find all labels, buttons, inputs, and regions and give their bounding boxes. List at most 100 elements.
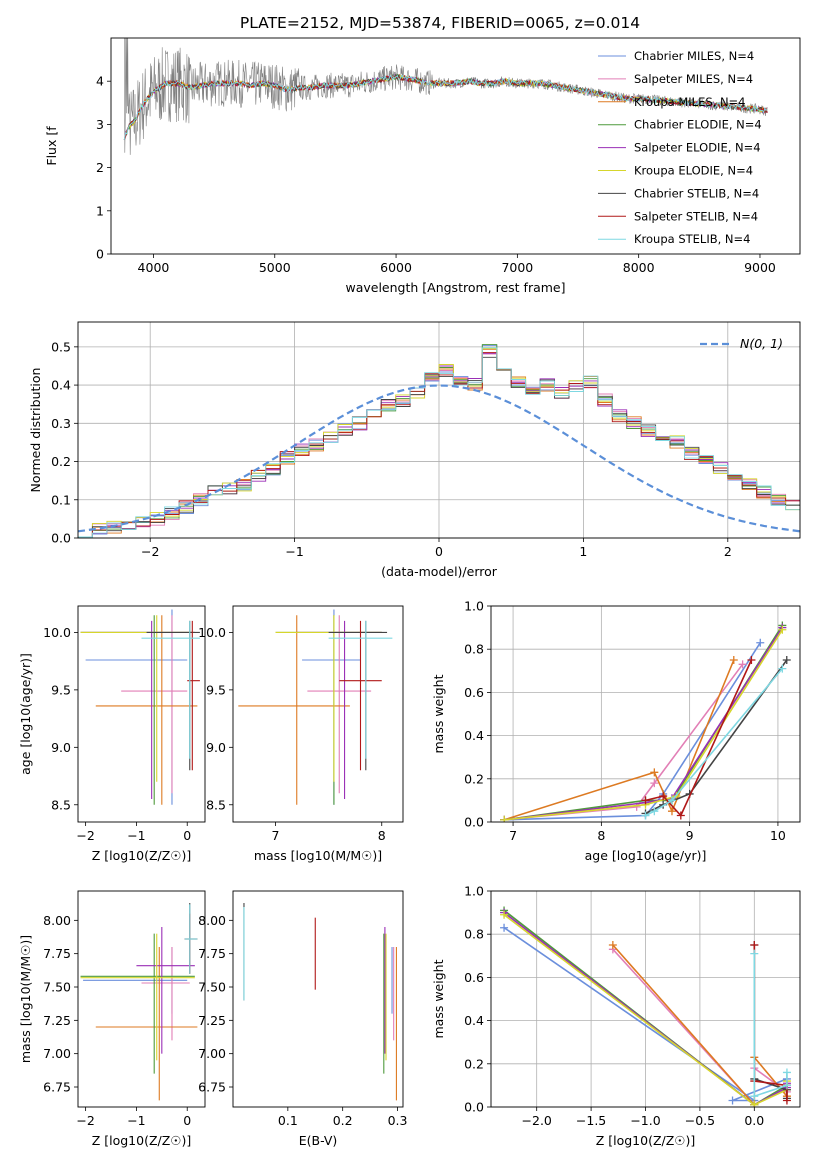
weight-marker [750, 1100, 759, 1107]
y-tick-label: 0.2 [464, 771, 484, 786]
weight-marker [650, 807, 659, 816]
y-axis-label: mass [log10(M/M☉)] [18, 935, 33, 1063]
weight-line [753, 953, 788, 1098]
x-tick-label: 7 [509, 828, 517, 843]
weight-marker [500, 815, 509, 822]
x-tick-label: 7000 [501, 260, 533, 275]
weight-marker [747, 656, 756, 664]
legend-label: N(0, 1) [740, 336, 783, 351]
y-tick-label: 0.0 [464, 815, 484, 830]
axes-frame [77, 321, 801, 539]
y-tick-label: 1.0 [464, 884, 484, 899]
legend-label: Kroupa MILES, N=4 [634, 95, 746, 109]
weight-marker [728, 1096, 737, 1105]
weight-vs-z-plot-area [500, 906, 791, 1107]
axes-frame [110, 37, 801, 255]
panels: 4000 5000 6000 7000 8000 900001234wavelength … [18, 37, 801, 1148]
y-axis-label: age [log10(age/yr)] [18, 653, 33, 775]
weight-marker [641, 796, 650, 805]
legend-label: Salpeter STELIB, N=4 [634, 209, 758, 223]
y-axis-label: mass weight [431, 674, 446, 753]
y-tick-label: 0.4 [464, 728, 484, 743]
y-tick-label: 3 [96, 117, 104, 132]
legend-label: Chabrier MILES, N=4 [634, 49, 754, 63]
weight-line [503, 659, 735, 821]
x-axis-label: mass [log10(M/M☉)] [254, 848, 382, 863]
y-axis-label: mass weight [431, 959, 446, 1038]
x-tick-label: 1 [579, 544, 587, 559]
legend-label: Salpeter ELODIE, N=4 [634, 141, 761, 155]
y-tick-label: 6.75 [43, 1080, 71, 1095]
y-tick-label: 7.75 [43, 946, 71, 961]
y-tick-label: 0.8 [464, 927, 484, 942]
x-tick-label: 5000 [259, 260, 291, 275]
y-tick-label: 4 [96, 74, 104, 89]
x-tick-label: −1.0 [630, 1113, 660, 1128]
x-tick-label: 8000 [623, 260, 655, 275]
spectrum-panel: 4000 5000 6000 7000 8000 9000 0 1 2 3 4 wavelength … [44, 37, 801, 295]
y-tick-label: 0.5 [51, 339, 71, 354]
age-vs-z-plot-area [80, 609, 200, 805]
legend-label: Kroupa ELODIE, N=4 [634, 164, 753, 178]
y-axis-label: Flux [f [44, 126, 59, 166]
weight-marker [729, 656, 738, 664]
histogram-step [78, 352, 800, 538]
weight-vs-age-panel: 7 8 9 10 0.0 0.2 0.4 0.6 0.8 1.0 age [log10(age/yr… [431, 599, 801, 863]
axes-frame [77, 890, 206, 1108]
y-tick-label: 2 [96, 160, 104, 175]
x-tick-label: 9 [686, 828, 694, 843]
weight-line [503, 927, 788, 1102]
x-tick-label: −2 [141, 544, 159, 559]
y-tick-label: 9.5 [51, 682, 71, 697]
y-tick-label: 8.5 [51, 797, 71, 812]
x-tick-label: 7 [272, 828, 280, 843]
x-tick-label: −1 [127, 828, 145, 843]
weight-marker [500, 923, 509, 932]
x-tick-label: −2.0 [522, 1113, 552, 1128]
legend-label: Salpeter MILES, N=4 [634, 72, 753, 86]
histogram-step [78, 356, 800, 538]
y-tick-label: 0.2 [464, 1056, 484, 1071]
x-tick-label: 6000 [380, 260, 412, 275]
axes-frame [77, 605, 206, 823]
residuals-panel: −2 −1 0 1 2 0.0 0.1 0.2 0.3 0.4 0.5 (data-model)/er… [28, 321, 801, 579]
y-tick-label: 0.3 [51, 416, 71, 431]
y-tick-label: 9.0 [206, 740, 226, 755]
weight-line [753, 945, 788, 1099]
figure-title: PLATE=2152, MJD=53874, FIBERID=0065, z=0… [240, 14, 640, 32]
weight-marker [782, 1096, 791, 1105]
weight-marker [778, 664, 787, 673]
weight-marker [641, 811, 650, 820]
x-tick-label: 0 [183, 828, 191, 843]
x-tick-label: 0 [183, 1113, 191, 1128]
x-tick-label: 0.2 [333, 1113, 353, 1128]
y-tick-label: 0.0 [51, 531, 71, 546]
x-axis-label: E(B-V) [299, 1133, 338, 1148]
y-tick-label: 0 [96, 247, 104, 262]
model-spectrum-line [123, 74, 768, 140]
y-tick-label: 0.4 [51, 378, 71, 393]
legend-label: Chabrier ELODIE, N=4 [634, 118, 762, 132]
weight-marker [750, 941, 759, 949]
weight-marker [750, 949, 759, 958]
x-tick-label: 0 [435, 544, 443, 559]
weight-line [504, 663, 744, 821]
normal-curve [78, 384, 800, 533]
age-vs-mass-plot-area [238, 609, 393, 805]
axes-frame [232, 890, 404, 1108]
weight-marker [778, 625, 787, 634]
legend-label: Chabrier STELIB, N=4 [634, 186, 759, 200]
weight-marker [500, 910, 509, 919]
y-tick-label: 0.0 [464, 1100, 484, 1115]
x-axis-label: age [log10(age/yr)] [585, 848, 707, 863]
x-axis-label: Z [log10(Z/Z☉)] [92, 1133, 192, 1148]
axes-frame [490, 890, 801, 1108]
x-axis-label: (data-model)/error [381, 564, 498, 579]
x-tick-label: 10 [770, 828, 786, 843]
x-tick-label: 8 [597, 828, 605, 843]
x-tick-label: 9000 [744, 260, 776, 275]
x-tick-label: −1 [127, 1113, 145, 1128]
weight-vs-age-plot-area [500, 621, 791, 822]
weight-marker [738, 660, 747, 669]
